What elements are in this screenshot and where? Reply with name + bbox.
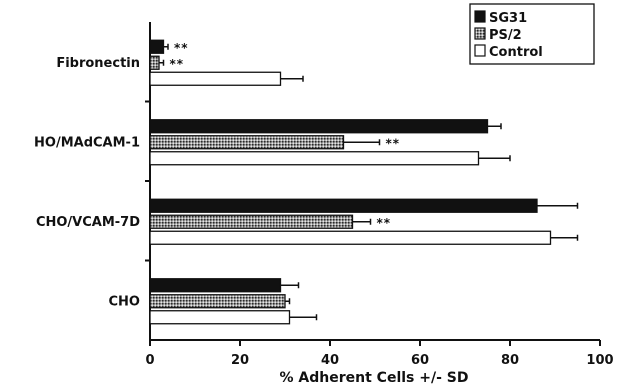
- legend-label: SG31: [489, 11, 527, 26]
- significance-marker: **: [174, 41, 189, 55]
- legend-swatch: [474, 44, 486, 57]
- bar-control: [149, 230, 552, 245]
- legend-box: [469, 3, 595, 65]
- legend: SG31 PS/2 Control: [469, 3, 595, 65]
- legend-label: PS/2: [489, 28, 522, 43]
- plot-area: 0 20 40 60 80 100 ** ** Fibronectin ** HO/MAdCAM-1…: [34, 22, 614, 368]
- bar-ps-2: [149, 55, 160, 70]
- category-label: Fibronectin: [56, 56, 140, 71]
- bar-control: [149, 310, 291, 325]
- category-label: CHO: [109, 294, 140, 309]
- category-label: CHO/VCAM-7D: [36, 215, 140, 230]
- bar-sg31: [149, 278, 282, 293]
- bar-sg31: [149, 198, 538, 213]
- x-tick-label: 60: [411, 353, 429, 368]
- legend-swatch: [474, 10, 486, 23]
- bar-ps-2: [149, 135, 345, 150]
- x-tick-label: 40: [321, 353, 339, 368]
- x-axis-title: % Adherent Cells +/- SD: [280, 370, 469, 386]
- x-tick-label: 80: [501, 353, 519, 368]
- bar-sg31: [149, 39, 165, 54]
- bar-ps-2: [149, 214, 354, 229]
- legend-swatch: [474, 27, 486, 40]
- category-label: HO/MAdCAM-1: [34, 135, 140, 150]
- significance-marker: **: [386, 136, 401, 150]
- legend-label: Control: [489, 45, 543, 60]
- significance-marker: **: [170, 57, 185, 71]
- bar-control: [149, 71, 282, 86]
- significance-marker: **: [377, 216, 392, 230]
- x-tick-label: 20: [231, 353, 249, 368]
- x-tick-label: 0: [145, 353, 154, 368]
- bar-sg31: [149, 119, 489, 134]
- bar-ps-2: [149, 294, 286, 309]
- x-tick-label: 100: [586, 353, 613, 368]
- bar-control: [149, 151, 480, 166]
